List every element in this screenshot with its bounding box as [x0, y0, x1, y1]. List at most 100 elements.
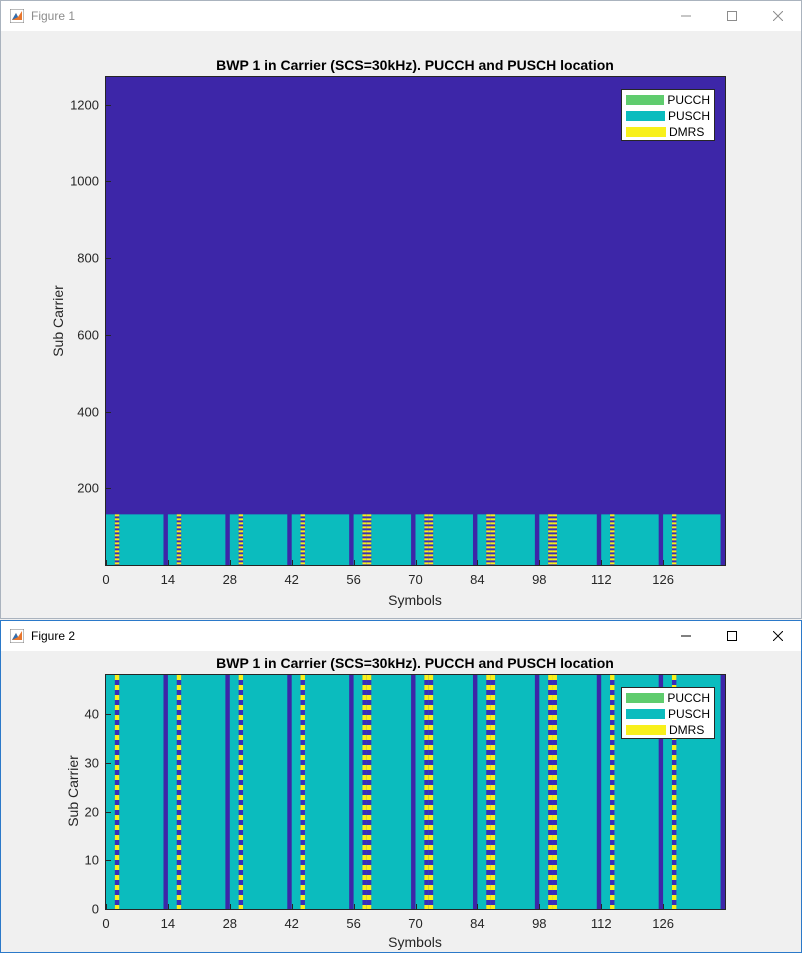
- plot-axes[interactable]: [105, 76, 726, 566]
- dmrs-cell: [671, 522, 677, 525]
- close-button[interactable]: [755, 1, 801, 31]
- pusch-slot: [477, 675, 535, 909]
- dmrs-cell: [548, 775, 553, 780]
- dmrs-column: [176, 675, 182, 909]
- dmrs-cell: [548, 715, 553, 720]
- dmrs-cell: [486, 825, 491, 830]
- dmrs-cell: [610, 685, 615, 690]
- dmrs-cell: [671, 855, 677, 860]
- dmrs-cell: [671, 562, 677, 565]
- dmrs-cell: [486, 685, 491, 690]
- dmrs-cell: [610, 558, 615, 561]
- y-tick-label: 600: [77, 327, 99, 343]
- y-tick-label: 1200: [70, 97, 99, 113]
- dmrs-column: [362, 514, 367, 565]
- x-tick-mark: [291, 904, 293, 909]
- dmrs-base: [176, 675, 182, 909]
- dmrs-cell: [362, 685, 367, 690]
- dmrs-cell: [486, 530, 491, 533]
- dmrs-cell: [238, 705, 244, 710]
- dmrs-cell: [610, 745, 615, 750]
- close-button[interactable]: [755, 621, 801, 651]
- dmrs-cell: [428, 795, 434, 800]
- maximize-button[interactable]: [709, 621, 755, 651]
- window-title: Figure 1: [31, 9, 76, 23]
- pusch-slot: [229, 675, 288, 909]
- dmrs-cell: [238, 538, 244, 541]
- titlebar[interactable]: Figure 2: [1, 621, 801, 651]
- dmrs-cell: [486, 895, 491, 900]
- dmrs-cell: [548, 514, 553, 517]
- dmrs-cell: [424, 715, 429, 720]
- dmrs-cell: [424, 526, 429, 529]
- dmrs-cell: [300, 530, 305, 533]
- dmrs-column: [362, 675, 367, 909]
- dmrs-cell: [176, 554, 182, 557]
- dmrs-cell: [238, 550, 244, 553]
- dmrs-cell: [114, 518, 120, 521]
- dmrs-column: [548, 514, 553, 565]
- x-axis-label: Symbols: [388, 934, 442, 950]
- y-tick-label: 20: [84, 804, 99, 819]
- dmrs-cell: [490, 705, 496, 710]
- dmrs-cell: [548, 542, 553, 545]
- x-tick-label: 28: [222, 572, 238, 587]
- dmrs-cell: [238, 905, 244, 909]
- dmrs-cell: [548, 755, 553, 760]
- dmrs-cell: [486, 715, 491, 720]
- plot-title: BWP 1 in Carrier (SCS=30kHz). PUCCH and …: [216, 655, 614, 671]
- titlebar[interactable]: Figure 1: [1, 1, 801, 31]
- legend[interactable]: PUCCH PUSCH DMRS: [621, 687, 715, 739]
- dmrs-column: [366, 514, 372, 565]
- minimize-button[interactable]: [663, 621, 709, 651]
- pusch-slot: [663, 514, 721, 565]
- dmrs-cell: [552, 725, 557, 730]
- dmrs-cell: [300, 735, 305, 740]
- dmrs-cell: [114, 725, 120, 730]
- pusch-slot: [229, 514, 288, 565]
- dmrs-cell: [610, 835, 615, 840]
- dmrs-cell: [366, 562, 372, 565]
- dmrs-cell: [366, 550, 372, 553]
- dmrs-cell: [610, 855, 615, 860]
- dmrs-cell: [362, 562, 367, 565]
- dmrs-cell: [300, 745, 305, 750]
- dmrs-column: [486, 675, 491, 909]
- dmrs-cell: [552, 855, 557, 860]
- dmrs-cell: [238, 845, 244, 850]
- dmrs-cell: [490, 885, 496, 890]
- minimize-button[interactable]: [663, 1, 709, 31]
- pusch-slot: [291, 514, 350, 565]
- dmrs-column: [548, 675, 553, 909]
- dmrs-cell: [114, 526, 120, 529]
- dmrs-cell: [176, 875, 182, 880]
- dmrs-cell: [176, 675, 182, 680]
- dmrs-cell: [114, 905, 120, 909]
- dmrs-cell: [548, 815, 553, 820]
- dmrs-cell: [300, 534, 305, 537]
- dmrs-cell: [552, 550, 557, 553]
- dmrs-cell: [176, 715, 182, 720]
- legend[interactable]: PUCCH PUSCH DMRS: [621, 89, 715, 141]
- dmrs-cell: [300, 526, 305, 529]
- dmrs-cell: [486, 905, 491, 909]
- dmrs-cell: [490, 775, 496, 780]
- dmrs-cell: [424, 558, 429, 561]
- pusch-slot: [415, 514, 473, 565]
- dmrs-cell: [114, 815, 120, 820]
- dmrs-column: [114, 514, 120, 565]
- dmrs-cell: [366, 725, 372, 730]
- maximize-button[interactable]: [709, 1, 755, 31]
- dmrs-cell: [176, 855, 182, 860]
- dmrs-cell: [300, 765, 305, 770]
- dmrs-cell: [671, 526, 677, 529]
- y-tick-mark: [106, 334, 111, 336]
- dmrs-cell: [490, 715, 496, 720]
- dmrs-cell: [300, 875, 305, 880]
- dmrs-cell: [176, 835, 182, 840]
- dmrs-cell: [486, 855, 491, 860]
- legend-label: PUCCH: [667, 691, 710, 705]
- dmrs-cell: [176, 765, 182, 770]
- dmrs-cell: [238, 735, 244, 740]
- x-tick-label: 42: [284, 572, 299, 587]
